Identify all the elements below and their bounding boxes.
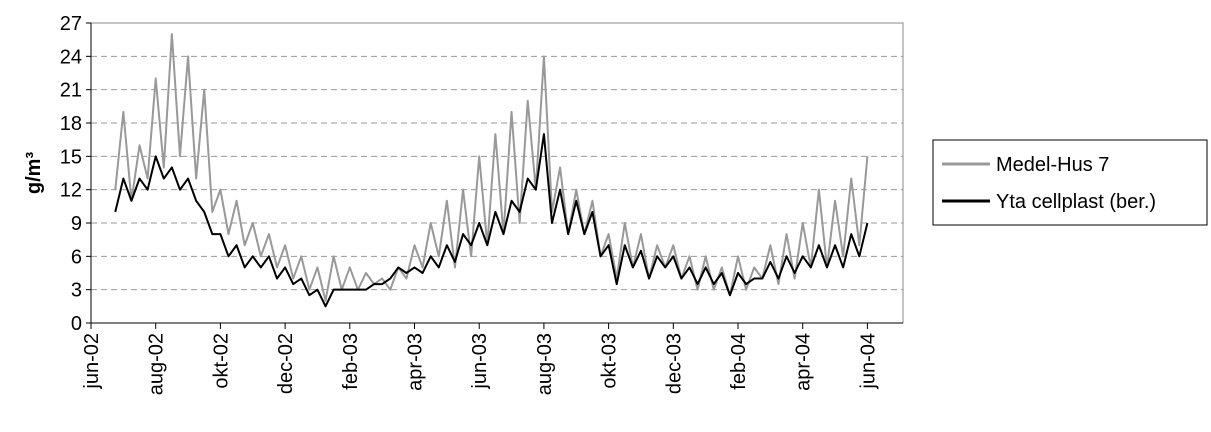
x-tick-label: okt-02 [210,333,232,389]
y-tick-label: 9 [71,213,82,235]
plot-area [90,22,904,324]
x-tick-label: aug-02 [146,333,168,395]
x-tick-label: apr-03 [405,333,427,391]
y-tick-label: 27 [60,13,82,35]
y-tick-label: 21 [60,80,82,102]
y-tick-label: 3 [71,280,82,302]
y-axis-label: g/m³ [23,152,45,195]
x-tick-label: feb-04 [728,333,750,390]
x-tick-label: feb-03 [340,333,362,390]
y-tick-label: 6 [71,246,82,268]
x-tick-label: jun-04 [857,333,879,390]
y-tick-label: 15 [60,146,82,168]
y-tick-label: 18 [60,113,82,135]
x-tick-label: dec-03 [663,333,685,394]
y-tick-label: 12 [60,180,82,202]
series-line [114,33,869,302]
x-tick-label: okt-03 [599,333,621,389]
series-line [114,133,869,308]
x-tick-label: apr-04 [793,333,815,391]
y-tick-label: 24 [60,46,82,68]
legend-box [932,139,1208,226]
x-tick-label: jun-02 [81,333,103,390]
legend-label: Medel-Hus 7 [996,154,1109,176]
y-tick-label: 0 [71,313,82,335]
x-tick-label: jun-03 [469,333,491,390]
legend-label: Yta cellplast (ber.) [996,191,1156,213]
x-tick-label: dec-02 [275,333,297,394]
x-tick-label: aug-03 [534,333,556,395]
